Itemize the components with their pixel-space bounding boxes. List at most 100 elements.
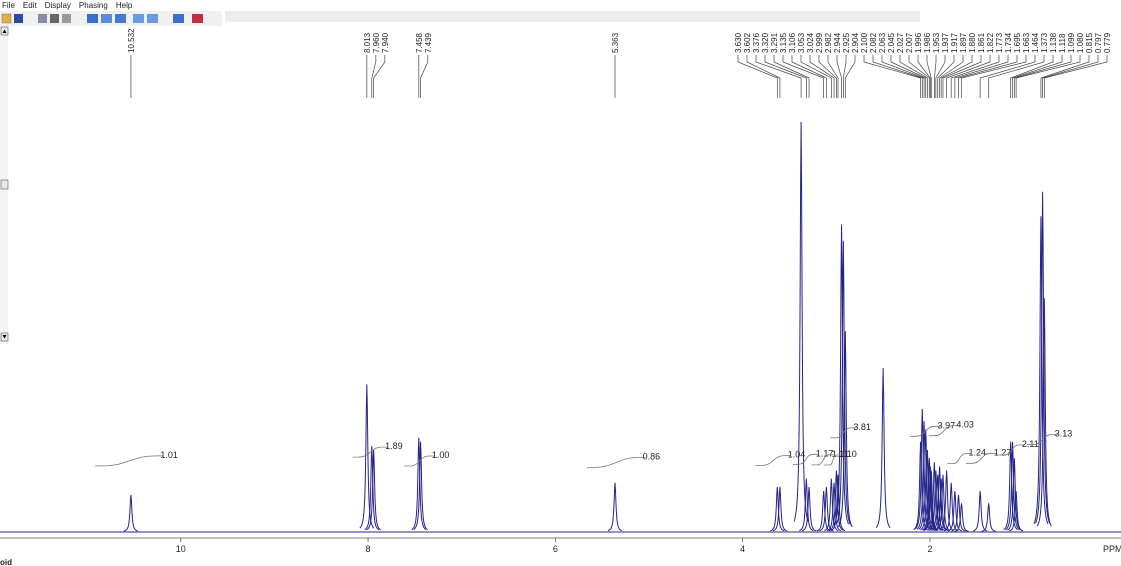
peak-label: 1.099 bbox=[1067, 32, 1076, 53]
peak-label: 2.904 bbox=[851, 32, 860, 53]
peak bbox=[875, 367, 891, 529]
integral-label: 1.00 bbox=[432, 450, 450, 460]
peak bbox=[826, 482, 842, 532]
peak-label-leader bbox=[809, 55, 835, 98]
peak-label-leader bbox=[890, 55, 927, 98]
peak-label: 1.986 bbox=[923, 32, 932, 53]
zoom-button[interactable] bbox=[133, 14, 144, 23]
erase-button[interactable] bbox=[192, 14, 203, 23]
x-tick-label: 10 bbox=[176, 544, 186, 554]
peak-label-leader bbox=[764, 55, 807, 98]
peak-label-leader bbox=[746, 55, 781, 98]
help-button[interactable] bbox=[173, 14, 184, 23]
peak bbox=[801, 486, 817, 532]
peak bbox=[1033, 216, 1049, 525]
integral-label: 3.81 bbox=[853, 422, 871, 432]
peak-label-leader bbox=[773, 55, 810, 98]
peak bbox=[830, 474, 846, 531]
menu-bar: File Edit Display Phasing Help bbox=[2, 1, 133, 10]
integral-label: 1.17 bbox=[816, 448, 834, 458]
integral-curve bbox=[792, 453, 819, 465]
peak-label-leader bbox=[946, 55, 991, 98]
integral-label: 1.10 bbox=[839, 449, 857, 459]
peak-label: 2.007 bbox=[905, 32, 914, 53]
scroll-thumb[interactable] bbox=[0, 179, 9, 190]
menu-item[interactable]: Display bbox=[45, 1, 71, 10]
peak-label-leader bbox=[935, 55, 946, 98]
peak bbox=[364, 445, 380, 531]
peak-label-leader bbox=[1043, 55, 1108, 98]
peak-label-leader bbox=[800, 55, 832, 98]
peak bbox=[935, 474, 951, 531]
status-strip bbox=[225, 11, 920, 22]
menu-item[interactable]: Help bbox=[116, 1, 133, 10]
peak-label-leader bbox=[961, 55, 1027, 98]
save-button[interactable] bbox=[14, 14, 23, 23]
peak bbox=[770, 486, 785, 532]
peak-label-leader bbox=[872, 55, 923, 98]
peak-label-leader bbox=[1012, 55, 1063, 98]
toolbar bbox=[0, 11, 920, 26]
integral-curve bbox=[586, 457, 646, 468]
peak-label-leader bbox=[917, 55, 931, 98]
integral-curve bbox=[755, 455, 791, 466]
integral-curve bbox=[909, 425, 941, 437]
fit-button[interactable] bbox=[147, 14, 158, 23]
peak bbox=[359, 384, 375, 529]
copy-button[interactable] bbox=[38, 14, 47, 23]
peak bbox=[835, 240, 851, 525]
peak bbox=[793, 121, 809, 522]
peak-label-leader bbox=[940, 55, 973, 98]
integral-curve bbox=[830, 427, 857, 439]
menu-item[interactable]: Edit bbox=[23, 1, 38, 10]
menu-item[interactable]: File bbox=[2, 1, 15, 10]
peak-label-leader bbox=[371, 55, 377, 98]
peak-label: 2.982 bbox=[824, 32, 833, 53]
peak-label: 1.880 bbox=[968, 32, 977, 53]
x-tick-label: 4 bbox=[740, 544, 745, 554]
integral-curve bbox=[95, 455, 164, 467]
peak bbox=[981, 503, 996, 532]
peak-label: 2.063 bbox=[878, 32, 887, 53]
peak-label-leader bbox=[755, 55, 802, 98]
print-button[interactable] bbox=[50, 14, 59, 23]
peak-label: 0.815 bbox=[1085, 32, 1094, 53]
peak-label: 2.045 bbox=[887, 32, 896, 53]
integral-label: 3.97 bbox=[938, 420, 956, 430]
peak-label: 3.320 bbox=[761, 32, 770, 53]
integral-curve bbox=[928, 425, 960, 437]
peak-label: 1.953 bbox=[932, 32, 941, 53]
peak-label-leader bbox=[1013, 55, 1072, 98]
baseline-button[interactable] bbox=[115, 14, 126, 23]
peak-label: 1.917 bbox=[950, 32, 959, 53]
export-button[interactable] bbox=[62, 14, 71, 23]
peak-label: 1.138 bbox=[1049, 32, 1058, 53]
peak bbox=[954, 503, 969, 532]
open-button[interactable] bbox=[1, 13, 12, 24]
peak-label: 1.937 bbox=[941, 32, 950, 53]
peak-label-leader bbox=[1042, 55, 1099, 98]
peak bbox=[413, 441, 428, 531]
integral-curve bbox=[966, 452, 997, 464]
peak-label: 1.695 bbox=[1013, 32, 1022, 53]
peak bbox=[772, 486, 788, 532]
peak-label-leader bbox=[420, 55, 429, 98]
peak-label-leader bbox=[373, 55, 386, 98]
integrate-button[interactable] bbox=[101, 14, 112, 23]
integral-label: 1.89 bbox=[385, 441, 403, 451]
peak bbox=[837, 331, 853, 528]
peak bbox=[944, 482, 959, 532]
peak-label-leader bbox=[782, 55, 825, 98]
peak-label: 3.630 bbox=[734, 32, 743, 53]
peak-label: 3.602 bbox=[743, 32, 752, 53]
integral-curve bbox=[947, 453, 972, 464]
peak-label-leader bbox=[950, 55, 1000, 98]
peak-label: 1.118 bbox=[1058, 33, 1067, 53]
peak-label: 1.663 bbox=[1022, 32, 1031, 53]
peak bbox=[834, 224, 850, 525]
menu-item[interactable]: Phasing bbox=[79, 1, 108, 10]
peak-pick-button[interactable] bbox=[87, 14, 98, 23]
peak-label: 0.797 bbox=[1094, 32, 1103, 53]
